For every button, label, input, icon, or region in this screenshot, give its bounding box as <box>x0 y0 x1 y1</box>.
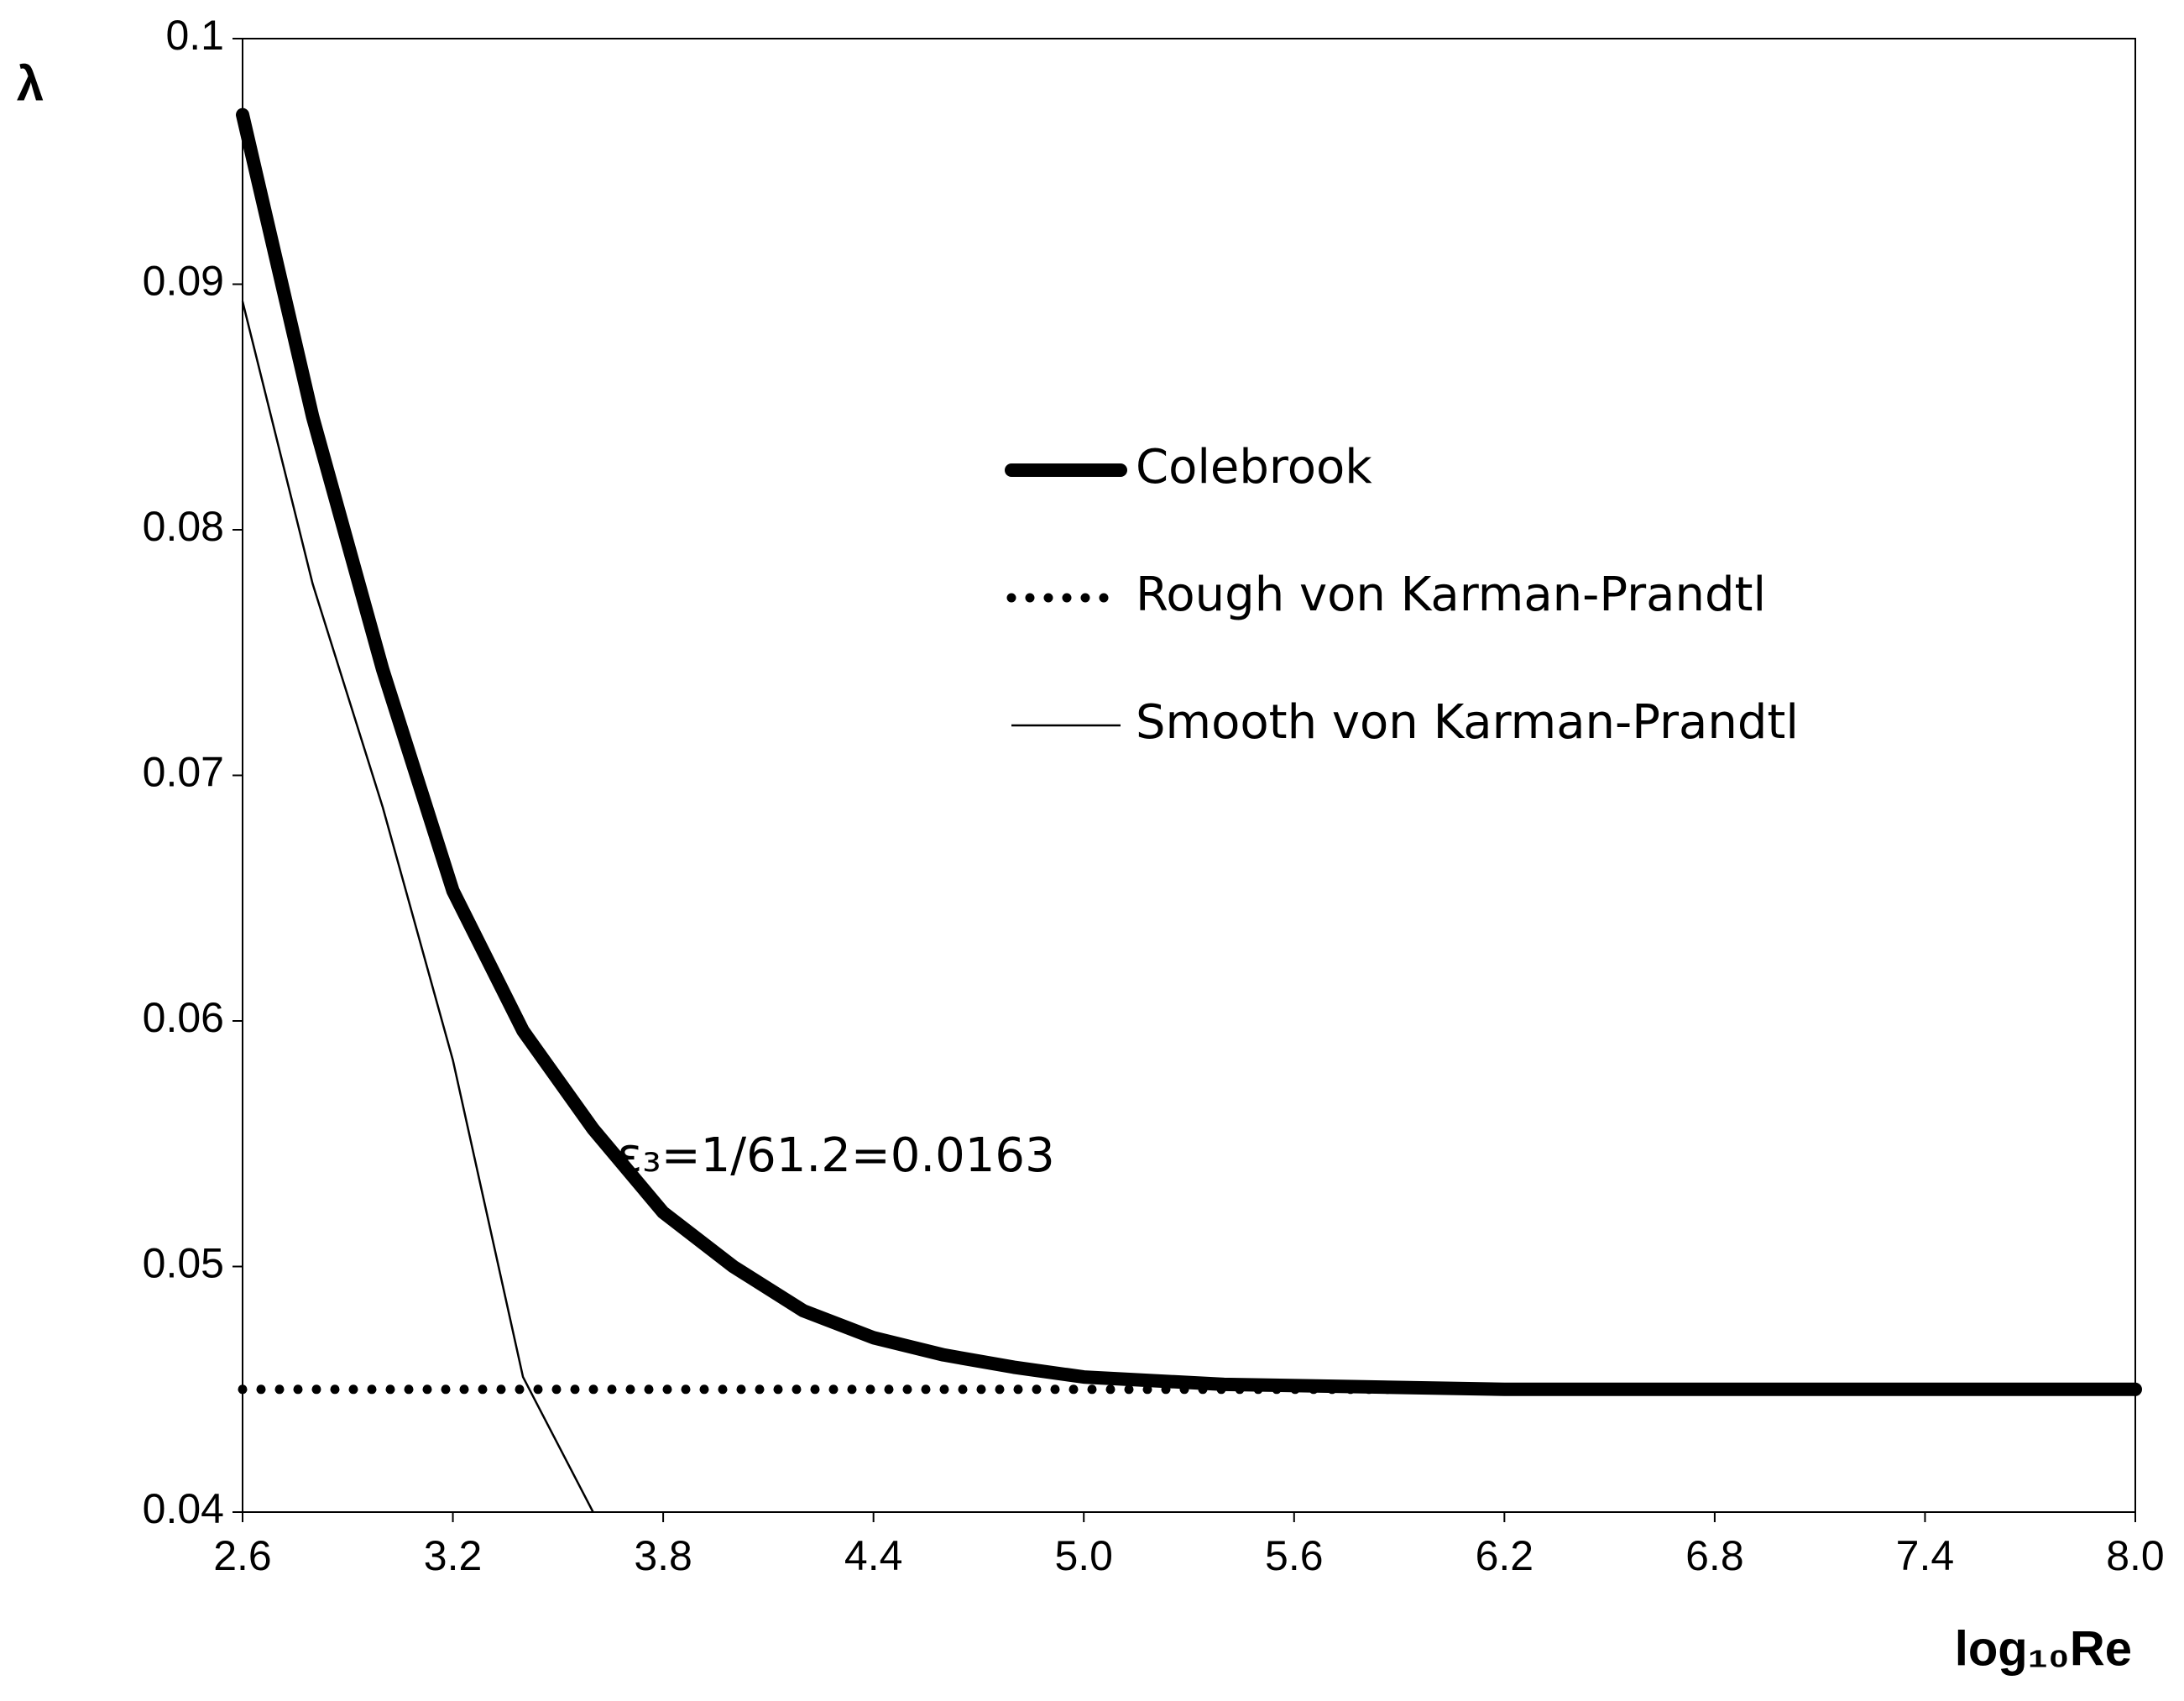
y-tick-label: 0.1 <box>165 12 224 59</box>
legend-label: Rough von Karman-Prandtl <box>1136 568 1766 622</box>
x-tick-label: 3.2 <box>424 1532 483 1579</box>
series-line <box>241 301 594 1513</box>
x-tick-label: 6.8 <box>1685 1532 1744 1579</box>
x-tick-label: 4.4 <box>844 1532 903 1579</box>
plot-frame <box>242 38 2136 1513</box>
x-tick-label: 8.0 <box>2106 1532 2165 1579</box>
y-tick-label: 0.07 <box>143 749 224 796</box>
x-tick-label: 2.6 <box>213 1532 272 1579</box>
x-tick-label: 6.2 <box>1476 1532 1534 1579</box>
annotation: ε₃=1/61.2=0.0163 <box>617 1128 1055 1183</box>
x-tick-label: 5.6 <box>1265 1532 1324 1579</box>
x-axis-label: log₁₀Re <box>1955 1621 2132 1676</box>
x-tick-label: 3.8 <box>634 1532 692 1579</box>
y-tick-label: 0.08 <box>143 503 224 550</box>
y-axis-label: λ <box>17 56 44 111</box>
y-tick-label: 0.09 <box>143 258 224 305</box>
legend-label: Colebrook <box>1136 440 1372 495</box>
legend-label: Smooth von Karman-Prandtl <box>1136 695 1799 750</box>
x-tick-label: 5.0 <box>1054 1532 1113 1579</box>
y-tick-label: 0.06 <box>143 994 224 1041</box>
y-tick-label: 0.05 <box>143 1240 224 1287</box>
series-line <box>236 107 2142 1396</box>
y-tick-label: 0.04 <box>143 1485 224 1532</box>
x-tick-label: 7.4 <box>1896 1532 1955 1579</box>
